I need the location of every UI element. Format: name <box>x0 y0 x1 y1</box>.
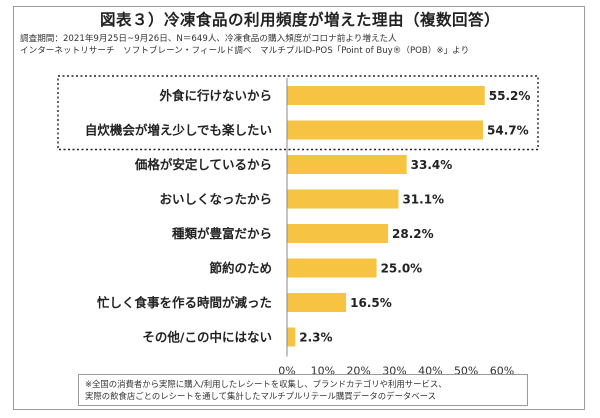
chart-title: 図表３）冷凍食品の利用頻度が増えた理由（複数回答） <box>99 11 500 29</box>
footnote-line-2: 実際の飲食店ごとのレシートを通して集計したマルチプルリテール購買データのデータベ… <box>85 391 436 401</box>
bar-0 <box>287 86 485 105</box>
bar-1 <box>287 120 484 140</box>
category-label-6: 忙しく食事を作る時間が減った <box>97 295 272 310</box>
value-label-6: 16.5% <box>350 296 392 310</box>
bar-6 <box>287 293 347 312</box>
category-label-2: 価格が安定しているから <box>134 157 272 172</box>
highlight-box <box>57 75 539 151</box>
value-label-5: 25.0% <box>381 262 423 276</box>
figure-frame <box>13 6 585 410</box>
category-label-1: 自炊機会が増え少しでも楽したい <box>85 123 272 138</box>
bar-3 <box>287 189 399 209</box>
value-label-0: 55.2% <box>489 89 531 103</box>
category-label-0: 外食に行けないから <box>158 88 272 103</box>
category-label-5: 節約のため <box>209 261 272 276</box>
value-label-3: 31.1% <box>402 193 444 207</box>
category-label-4: 種類が豊富だから <box>172 226 272 241</box>
bar-7 <box>287 327 296 347</box>
survey-period-line: 調査期間：2021年9月25日~9月26日、N＝649人、冷凍食品の購入頻度がコ… <box>20 34 397 44</box>
survey-source-line: インターネットリサーチ ソフトブレーン・フィールド調べ マルチプルID-POS「… <box>20 45 470 56</box>
value-label-1: 54.7% <box>487 124 529 138</box>
value-label-4: 28.2% <box>392 227 434 241</box>
category-label-7: その他/この中にはない <box>142 330 272 345</box>
survey-info: 調査期間：2021年9月25日~9月26日、N＝649人、冷凍食品の購入頻度がコ… <box>20 34 580 57</box>
bar-5 <box>287 258 377 278</box>
footnote-line-1: ※全国の消費者から実際に購入/利用したレシートを収集し、ブランドカテゴリや利用サ… <box>85 379 447 389</box>
value-label-7: 2.3% <box>299 331 332 345</box>
value-label-2: 33.4% <box>411 158 453 172</box>
bar-4 <box>287 224 389 243</box>
footnote-box: ※全国の消費者から実際に購入/利用したレシートを収集し、ブランドカテゴリや利用サ… <box>78 374 528 406</box>
category-label-3: おいしくなったから <box>159 192 272 207</box>
bar-2 <box>287 155 407 174</box>
